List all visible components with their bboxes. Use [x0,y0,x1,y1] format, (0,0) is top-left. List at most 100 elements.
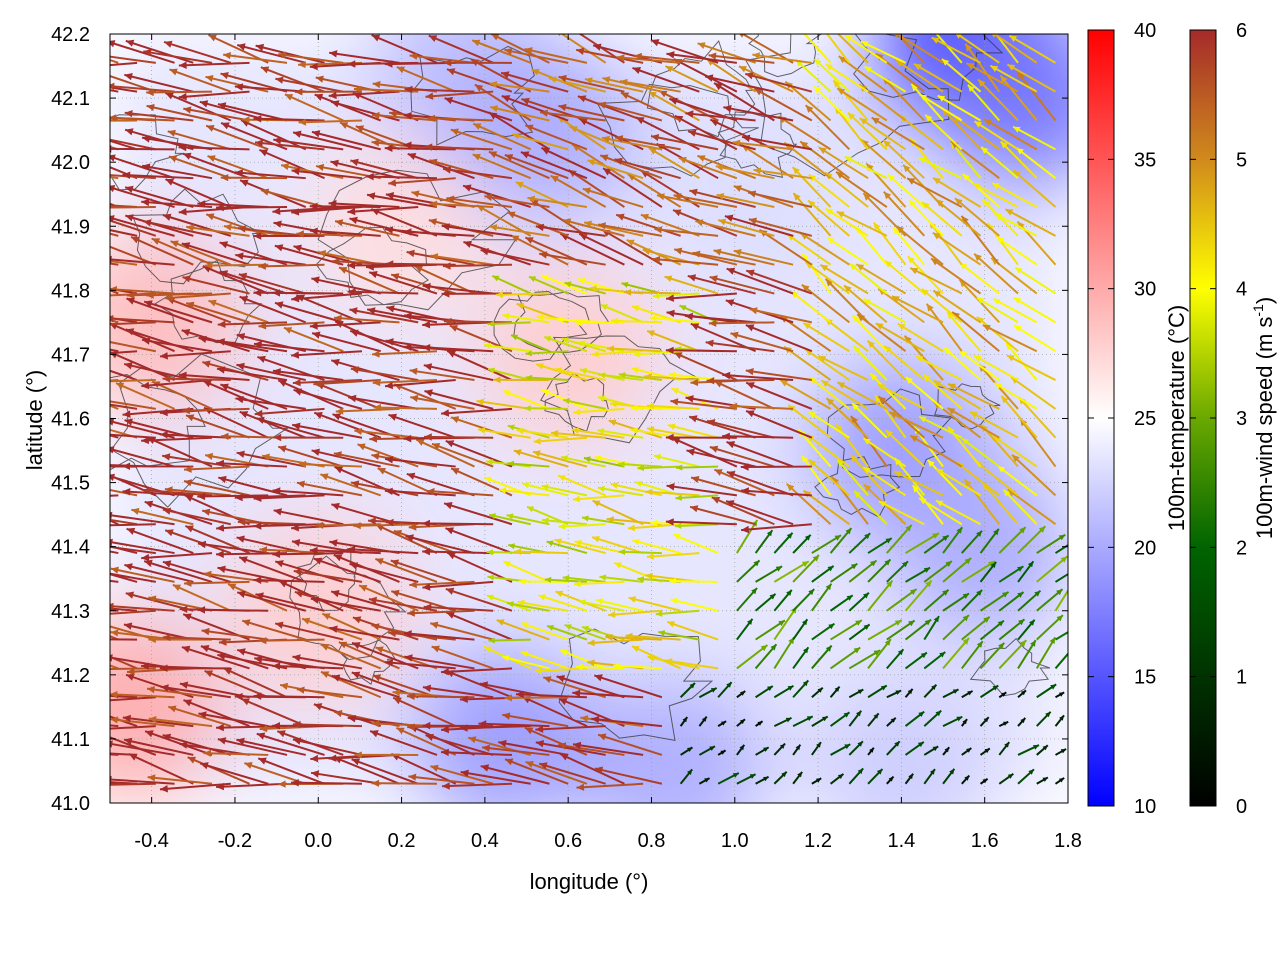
wind-arrow-shaft [790,290,832,324]
wind-arrow-shaft [666,52,737,64]
wind-arrow-shaft [883,190,926,237]
wind-arrow-shaft [1000,140,1038,179]
wind-arrow-shaft [597,102,663,122]
wind-arrow-shaft [803,34,832,64]
wind-arrow-shaft [238,556,307,583]
wind-arrow-head [1028,769,1034,775]
wind-arrow-head [746,410,755,418]
wind-arrow-shaft [253,342,325,353]
wind-arrow-head [489,81,498,88]
wind-arrow-shaft [350,367,419,382]
wind-arrow-head [179,681,189,689]
wind-arrow-shaft [736,644,769,670]
wind-arrow-head [598,372,606,379]
wind-arrow-shaft [510,334,550,353]
wind-arrow-head [852,315,860,323]
wind-arrow-head [944,747,950,753]
wind-arrow-head [690,323,700,331]
wind-arrow-head [584,77,593,84]
wind-arrow-shaft [255,44,325,64]
wind-arrow-head [692,250,701,258]
wind-arrow-shaft [442,782,512,788]
wind-arrow-shaft [388,413,457,439]
wind-arrow-shaft [560,649,607,670]
wind-arrow-shaft [520,621,569,641]
wind-arrow-shaft [353,87,419,93]
wind-arrow-head [203,749,211,757]
wind-arrow-shaft [217,566,288,583]
wind-arrow-head [255,139,264,147]
wind-arrow-head [746,269,755,277]
wind-arrow-head [407,609,415,617]
wind-arrow-shaft [237,227,306,237]
wind-arrow-shaft [110,607,138,612]
wind-arrow-head [244,762,253,769]
wind-arrow-head [726,682,732,688]
wind-arrow-head [1056,615,1063,622]
wind-arrow-head [278,51,287,59]
wind-arrow-head [451,468,460,475]
wind-arrow-head [162,560,172,568]
wind-arrow-shaft [993,381,1038,410]
wind-arrow-head [610,482,619,489]
wind-arrow-head [351,758,361,766]
wind-arrow-head [116,382,125,390]
y-tick-label: 41.6 [51,409,90,431]
wind-arrow-head [296,230,304,238]
wind-arrow-shaft [666,484,738,497]
wind-arrow-head [310,754,319,763]
wind-arrow-shaft [124,73,194,93]
wind-arrow-shaft [976,296,1019,324]
wind-arrow-head [594,766,604,774]
wind-arrow-shaft [808,173,850,208]
wind-arrow-head [632,67,641,74]
wind-arrow-shaft [217,738,288,756]
wind-arrow-shaft [110,514,175,526]
wind-arrow-head [350,329,359,337]
wind-arrow-head [959,351,967,358]
wind-arrow-head [197,606,206,614]
wind-arrow-head [384,144,393,152]
wind-arrow-head [924,619,932,626]
wind-arrow-head [614,562,622,569]
wind-arrow-head [860,41,869,48]
wind-arrow-shaft [446,350,513,381]
wind-arrow-head [504,154,514,161]
wind-arrow-shaft [805,261,850,295]
wind-arrow-head [521,97,530,105]
wind-arrow-shaft [351,758,419,785]
wind-arrow-head [511,334,519,341]
wind-arrow-head [162,375,171,383]
wind-arrow-head [484,193,493,201]
wind-arrow-head [883,140,891,148]
wind-arrow-shaft [178,146,250,151]
wind-arrow-head [587,639,595,647]
wind-arrow-shaft [951,311,1000,352]
wind-arrow-shaft [905,532,940,554]
wind-arrow-head [932,232,941,240]
wind-arrow-head [445,587,455,595]
wind-arrow-shaft [787,404,832,439]
wind-arrow-head [726,500,735,508]
wind-arrow-shaft [450,416,513,439]
wind-arrow-shaft [992,34,1038,64]
wind-arrow-head [802,619,808,626]
wind-arrow-shaft [487,368,531,382]
wind-arrow-head [125,39,135,47]
wind-arrow-shaft [871,116,925,151]
wind-arrow-shaft [994,34,1019,64]
wind-arrow-head [624,288,632,296]
colorbar-tick-label: 2 [1236,537,1247,559]
wind-arrow-head [204,670,214,678]
wind-arrow-shaft [932,289,982,324]
wind-arrow-shaft [533,436,587,443]
wind-arrow-head [179,605,188,613]
wind-arrow-head [580,715,589,723]
wind-arrow-shaft [637,465,681,470]
wind-arrow-head [714,469,723,476]
wind-arrow-head [844,285,852,293]
wind-arrow-shaft [506,211,569,237]
wind-arrow-shaft [393,529,457,555]
wind-arrow-shaft [110,138,157,151]
wind-arrow-shaft [937,94,982,122]
